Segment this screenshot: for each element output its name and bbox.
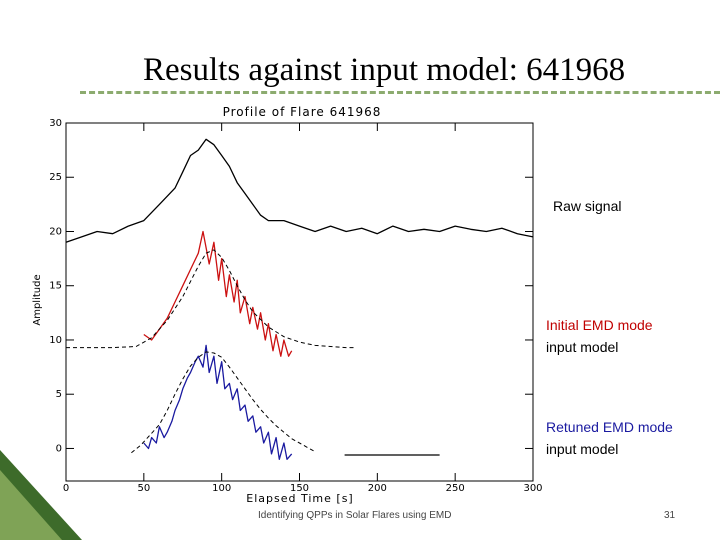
- initial-emd-mode-line: [143, 230, 293, 357]
- annotation-initial-model: input model: [546, 339, 619, 355]
- x-tick-label: 150: [290, 483, 309, 494]
- y-tick-label: 15: [49, 281, 62, 292]
- x-tick-label: 50: [137, 483, 150, 494]
- y-tick-label: 30: [49, 118, 62, 129]
- axis-ticks: 0 50 100 150 200 250 300 0 5 10 15 20 25 30: [49, 118, 542, 494]
- y-axis-label: Amplitude: [32, 274, 43, 325]
- title-divider: [80, 91, 720, 94]
- x-tick-label: 200: [368, 483, 387, 494]
- footer-text: Identifying QPPs in Solar Flares using E…: [258, 510, 452, 521]
- raw-signal-line: [65, 138, 534, 243]
- retuned-input-model-line: [131, 351, 316, 454]
- chart-title: Profile of Flare 641968: [223, 105, 382, 119]
- series-group: [65, 138, 534, 460]
- plot-frame: [65, 122, 534, 482]
- slide-title: Results against input model: 641968: [143, 52, 626, 88]
- x-tick-label: 250: [446, 483, 465, 494]
- y-tick-label: 0: [56, 443, 62, 454]
- x-tick-label: 100: [212, 483, 231, 494]
- y-tick-label: 10: [49, 335, 62, 346]
- y-tick-label: 5: [56, 389, 62, 400]
- x-tick-label: 300: [523, 483, 542, 494]
- annotation-retuned-mode: Retuned EMD mode: [546, 419, 673, 435]
- corner-decoration: [0, 450, 82, 540]
- page-number: 31: [664, 510, 676, 521]
- annotation-initial-mode: Initial EMD mode: [546, 317, 653, 333]
- annotation-retuned-model: input model: [546, 441, 619, 457]
- x-axis-label: Elapsed Time [s]: [246, 492, 353, 505]
- initial-input-model-line: [66, 249, 354, 349]
- y-tick-label: 25: [49, 172, 62, 183]
- y-tick-label: 20: [49, 226, 62, 237]
- retuned-emd-mode-line: [143, 344, 293, 460]
- x-tick-label: 0: [63, 483, 69, 494]
- annotation-raw-signal: Raw signal: [553, 198, 622, 214]
